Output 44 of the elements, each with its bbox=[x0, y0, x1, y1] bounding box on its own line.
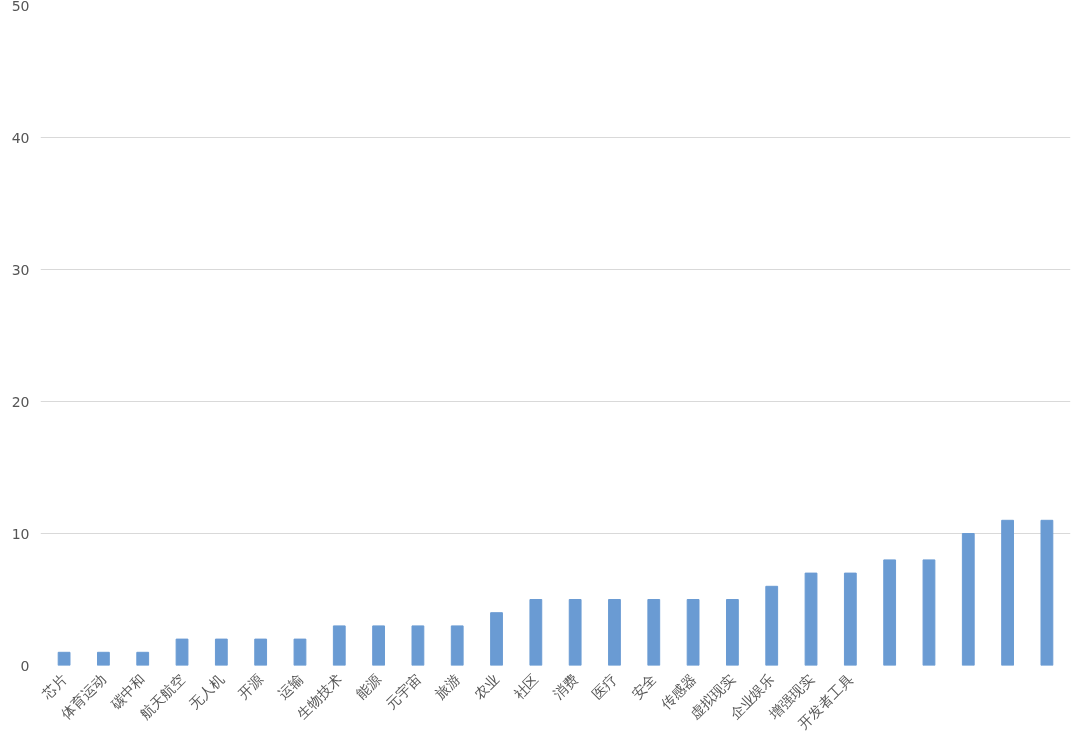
x-tick-label: 无人机 bbox=[185, 670, 227, 712]
y-tick-label: 30 bbox=[11, 261, 30, 278]
y-tick-label: 10 bbox=[11, 525, 30, 542]
x-tick-label: 运输 bbox=[274, 670, 306, 702]
bar bbox=[568, 599, 582, 666]
x-tick-label: 开源 bbox=[235, 670, 267, 702]
bar bbox=[136, 651, 150, 666]
bar bbox=[254, 638, 268, 666]
y-tick-label: 40 bbox=[11, 129, 30, 146]
bar bbox=[686, 599, 700, 666]
bar bbox=[1040, 519, 1054, 666]
x-tick-label: 消费 bbox=[549, 670, 581, 702]
y-tick-label: 20 bbox=[11, 393, 30, 410]
x-tick-label: 芯片 bbox=[37, 670, 70, 703]
bar bbox=[490, 612, 503, 666]
bar bbox=[372, 625, 385, 666]
bar bbox=[332, 625, 346, 666]
bar bbox=[1001, 519, 1014, 666]
bar bbox=[765, 585, 779, 666]
bar bbox=[922, 559, 936, 666]
bar bbox=[647, 599, 661, 666]
bar bbox=[214, 638, 228, 666]
x-tick-label: 能源 bbox=[353, 670, 385, 702]
x-tick-label: 医疗 bbox=[589, 670, 621, 702]
bar bbox=[726, 599, 739, 666]
bar bbox=[411, 625, 425, 666]
bar bbox=[529, 599, 543, 666]
x-tick-label: 社区 bbox=[510, 670, 542, 702]
bar bbox=[883, 559, 897, 666]
bar bbox=[961, 533, 975, 666]
bar bbox=[97, 651, 110, 666]
bar bbox=[57, 651, 71, 666]
x-tick-label: 旅游 bbox=[431, 670, 463, 702]
x-tick-label: 元宇宙 bbox=[382, 670, 424, 712]
bar bbox=[804, 572, 818, 666]
y-tick-label: 50 bbox=[11, 0, 30, 14]
x-tick-label: 安全 bbox=[628, 670, 660, 702]
bar bbox=[175, 638, 189, 666]
bar bbox=[450, 625, 464, 666]
x-tick-label: 农业 bbox=[471, 670, 503, 702]
y-tick-label: 0 bbox=[20, 657, 30, 674]
bar bbox=[843, 572, 857, 666]
bar bbox=[608, 599, 621, 666]
bar bbox=[293, 638, 307, 666]
